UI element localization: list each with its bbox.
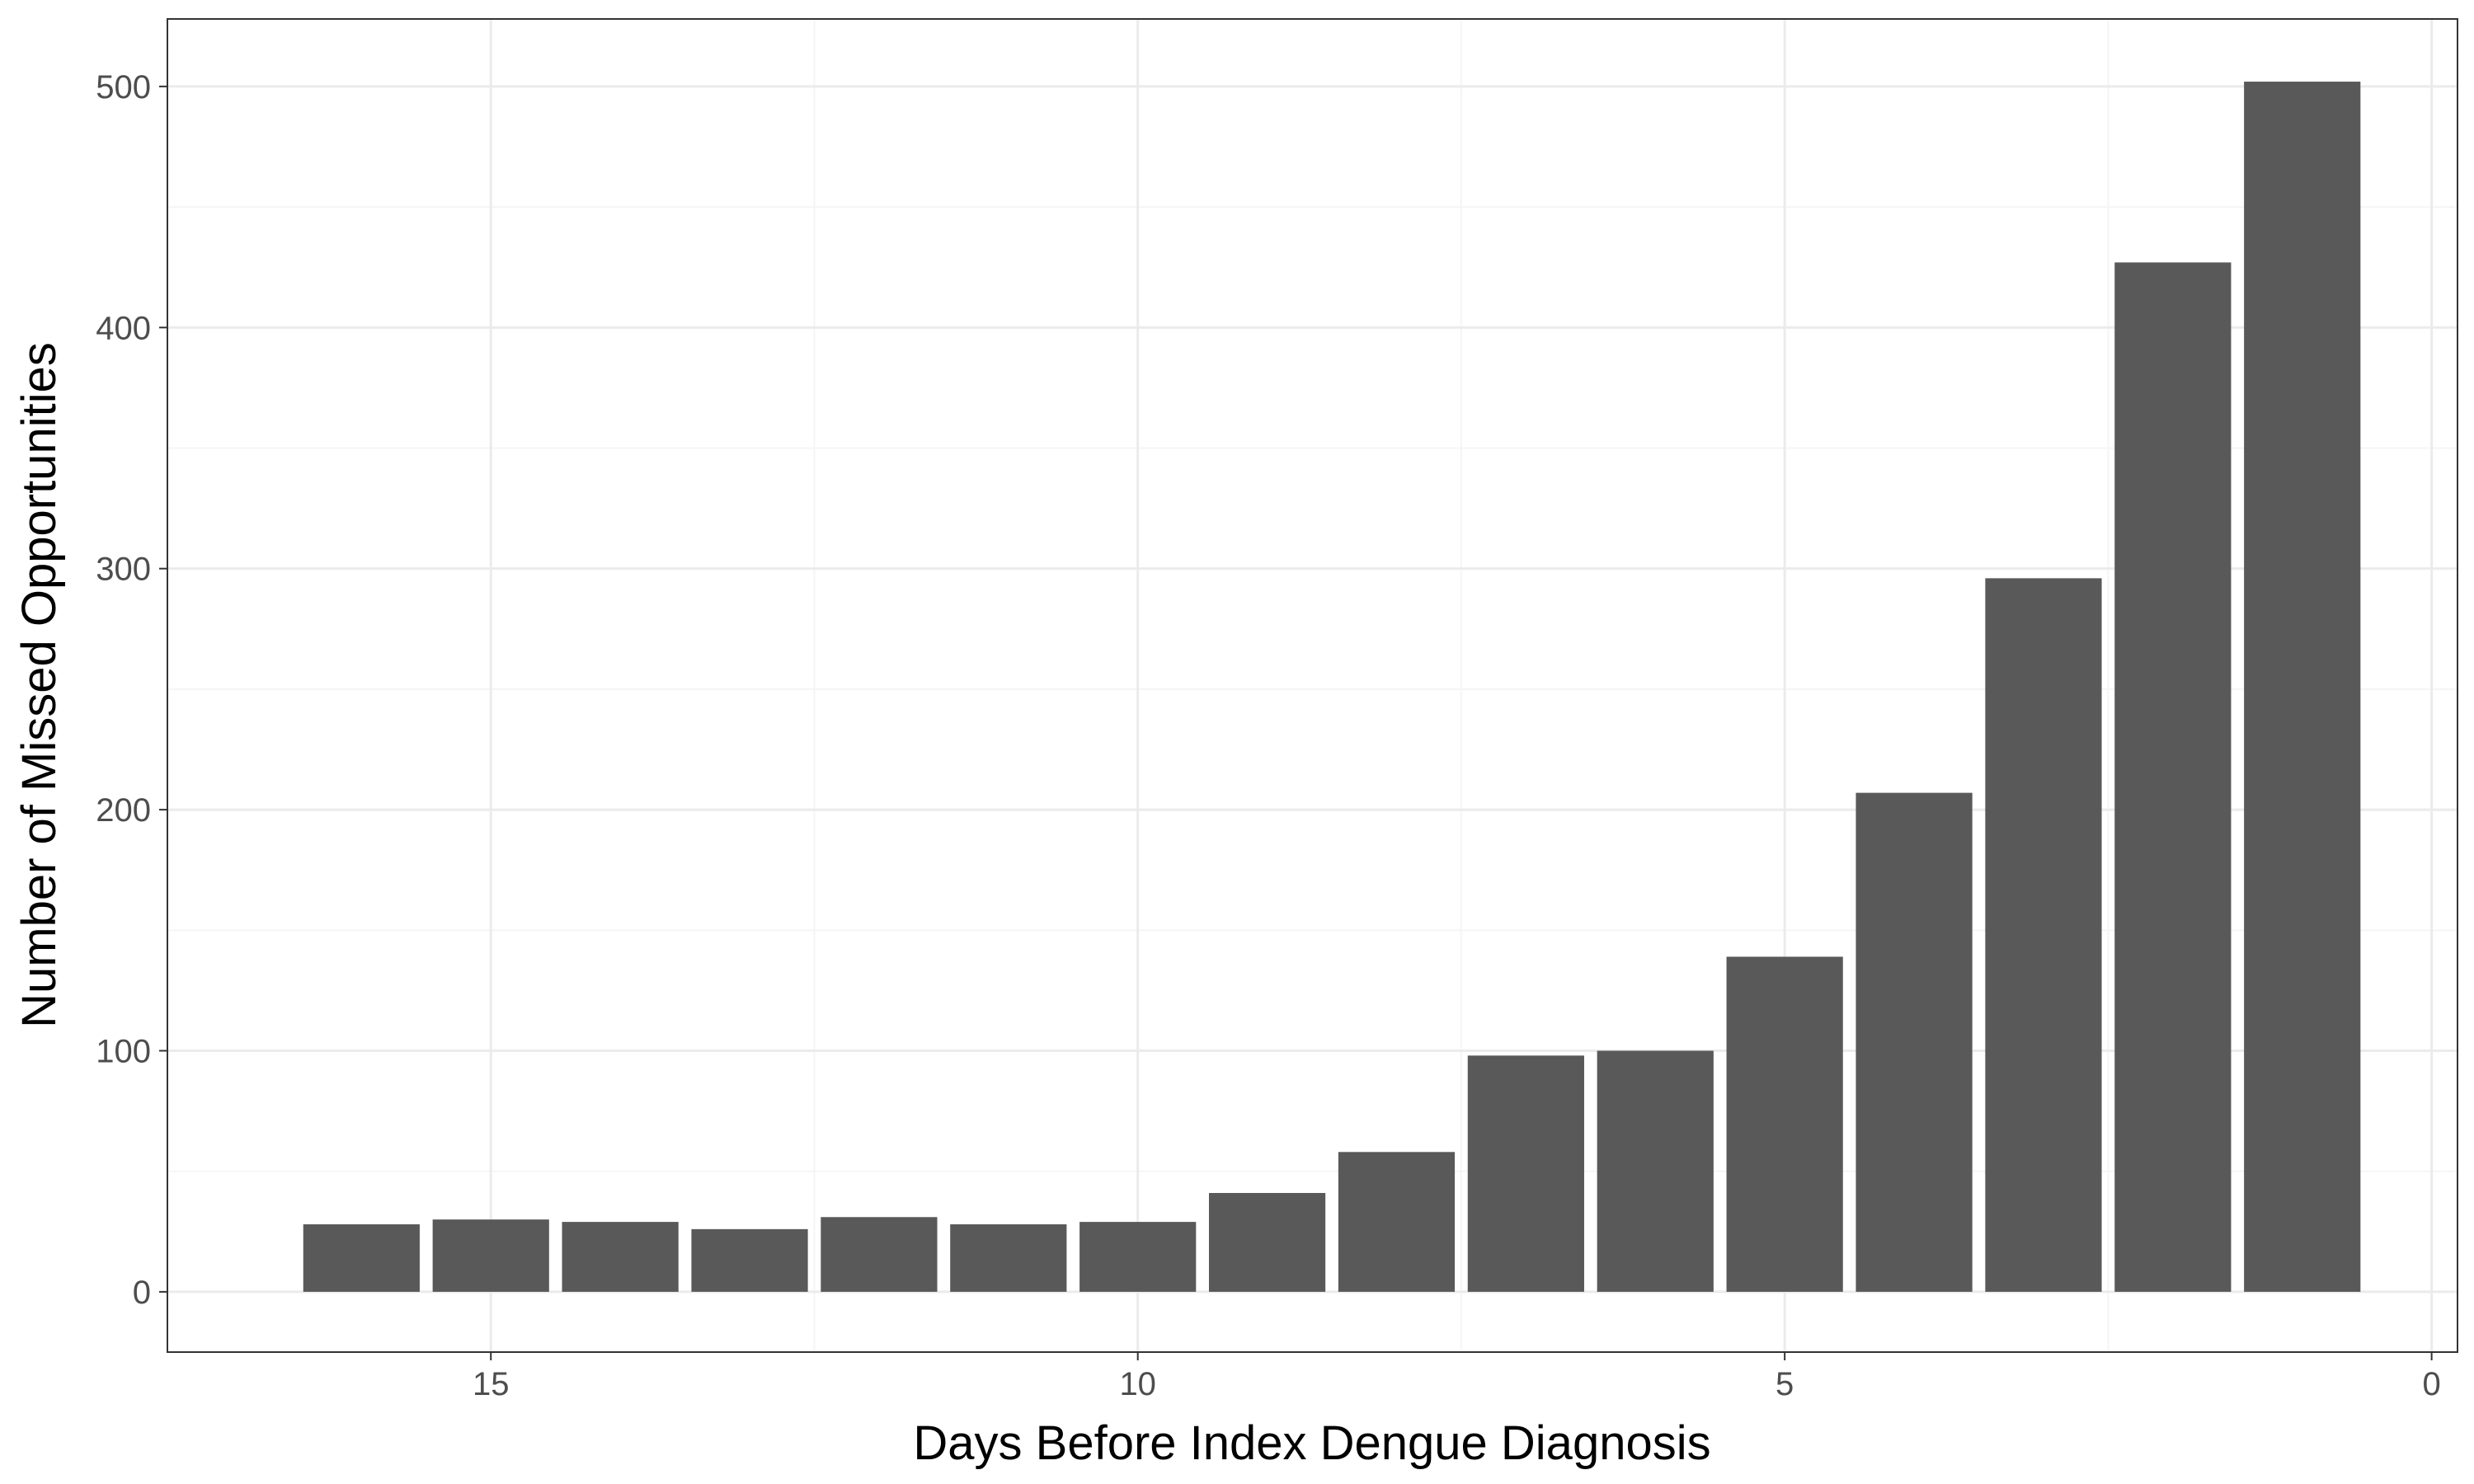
y-tick-label: 0 <box>133 1275 151 1311</box>
bar-day-6 <box>1597 1050 1714 1292</box>
y-tick-label: 300 <box>96 552 151 588</box>
bar-day-1 <box>2244 82 2361 1292</box>
y-tick-label: 400 <box>96 310 151 346</box>
bar-day-15 <box>432 1219 549 1292</box>
x-tick-label: 0 <box>2422 1366 2440 1402</box>
bar-day-3 <box>1985 578 2102 1292</box>
bar-day-11 <box>950 1224 1067 1292</box>
x-tick-label: 15 <box>473 1366 510 1402</box>
panel-border <box>167 18 2458 1353</box>
bar-day-10 <box>1079 1222 1197 1292</box>
bars <box>303 82 2361 1292</box>
x-axis-title: Days Before Index Dengue Diagnosis <box>913 1416 1710 1470</box>
y-axis-ticks: 0 100 200 300 400 500 <box>96 69 167 1311</box>
bar-day-14 <box>562 1222 679 1292</box>
bar-day-9 <box>1208 1193 1326 1292</box>
bar-day-5 <box>1726 956 1843 1292</box>
y-tick-label: 200 <box>96 792 151 829</box>
y-tick-label: 100 <box>96 1033 151 1069</box>
x-axis-ticks: 15 10 5 0 <box>473 1352 2441 1402</box>
y-tick-label: 500 <box>96 69 151 106</box>
bar-day-12 <box>821 1217 938 1292</box>
bar-day-4 <box>1856 792 1973 1292</box>
bar-day-7 <box>1467 1055 1584 1292</box>
bar-day-16 <box>303 1224 420 1292</box>
bar-day-8 <box>1338 1152 1456 1292</box>
bar-day-2 <box>2114 262 2232 1292</box>
grid-lines <box>167 19 2458 1352</box>
y-axis-title: Number of Missed Opportunities <box>12 342 66 1028</box>
x-tick-label: 10 <box>1119 1366 1156 1402</box>
bar-day-13 <box>691 1228 808 1292</box>
x-tick-label: 5 <box>1776 1366 1794 1402</box>
